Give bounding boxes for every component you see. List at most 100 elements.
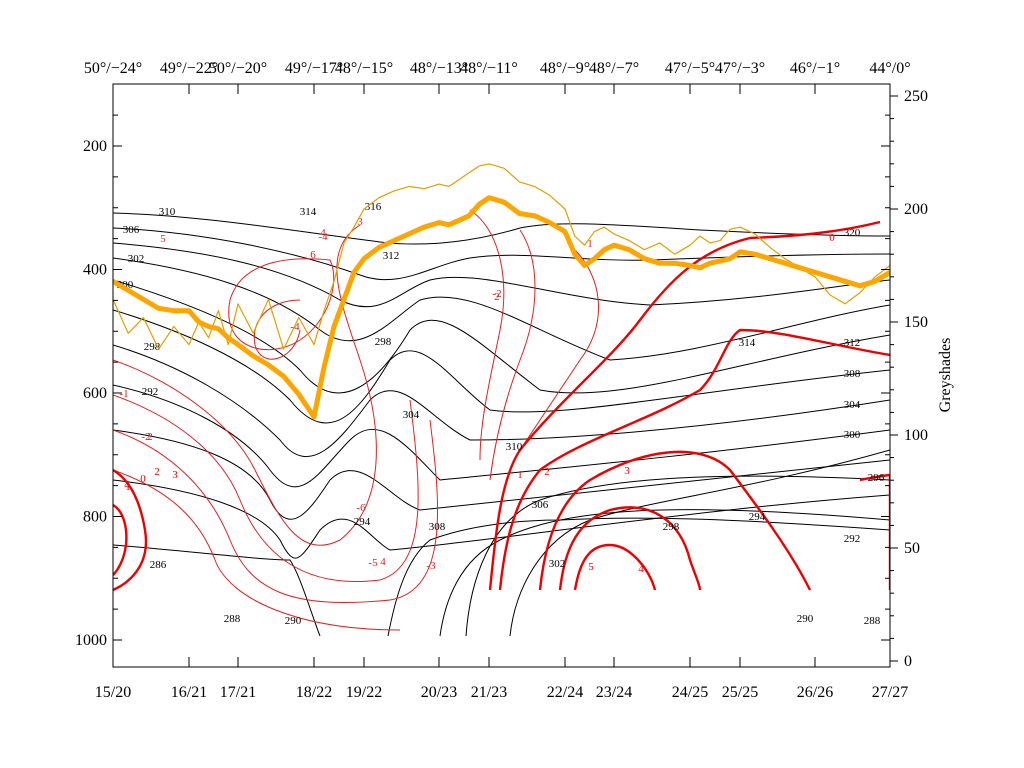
top-tick-label: 44°/0°	[869, 60, 910, 77]
theta-label: 310	[159, 206, 176, 218]
thin-red-contour	[469, 209, 505, 461]
thick-red-contour	[113, 503, 128, 576]
thin-red-contour	[519, 249, 599, 451]
bottom-tick-label: 19/22	[346, 684, 382, 701]
thick-red-label: 1	[125, 481, 131, 493]
left-tick-label: 600	[83, 385, 107, 402]
bottom-tick-label: 27/27	[872, 684, 908, 701]
theta-label: 316	[365, 201, 382, 213]
thin-red-contour	[489, 229, 536, 481]
theta-contour	[113, 242, 890, 308]
thin-red-label: 1	[587, 238, 593, 250]
bottom-tick-label: 20/23	[421, 684, 457, 701]
top-tick-label: 47°/−3°	[715, 60, 765, 77]
right-tick-label: 50	[904, 540, 920, 557]
thick-red-label: 2	[154, 466, 160, 478]
theta-label: 292	[844, 533, 861, 545]
thin-red-contour	[228, 258, 335, 351]
theta-label: 302	[549, 558, 566, 570]
theta-label: 298	[663, 521, 680, 533]
theta-label: 294	[354, 516, 371, 528]
theta-label: 306	[123, 224, 140, 236]
theta-label: 306	[532, 499, 549, 511]
right-axis-title: Greyshades	[937, 338, 954, 413]
thick-red-contour	[573, 543, 657, 591]
left-tick-label: 800	[83, 509, 107, 526]
thick-red-label: 4	[638, 563, 644, 575]
theta-contour	[439, 509, 890, 637]
thick-red-label: 3	[172, 469, 178, 481]
top-tick-label: 50°/−20°	[209, 60, 267, 77]
bottom-tick-label: 21/23	[471, 684, 507, 701]
theta-label: 296	[868, 472, 885, 484]
theta-contour	[465, 475, 890, 637]
thick-red-label: 1	[517, 469, 523, 481]
bottom-tick-label: 15/20	[95, 684, 131, 701]
theta-label: 308	[429, 521, 446, 533]
theta-label: 290	[797, 613, 814, 625]
theta-contour	[113, 344, 890, 458]
thin-red-contour	[113, 394, 419, 582]
bottom-tick-label: 16/21	[171, 684, 207, 701]
thick-red-label: 5	[588, 561, 594, 573]
top-tick-label: 48°/−13°	[410, 60, 468, 77]
thin-red-label: 4	[320, 227, 326, 239]
left-tick-label: 200	[83, 138, 107, 155]
theta-label: 304	[403, 409, 420, 421]
theta-contour	[113, 257, 890, 361]
theta-contour	[113, 309, 890, 424]
thin-red-label: -3	[426, 560, 436, 572]
theta-contour	[113, 384, 890, 488]
theta-label: 314	[739, 337, 756, 349]
bottom-tick-label: 17/21	[220, 684, 256, 701]
thick-red-label: 0	[140, 473, 146, 485]
series-layer	[113, 163, 890, 420]
top-tick-label: 50°/−24°	[84, 60, 142, 77]
top-tick-label: 49°/−22°	[160, 60, 218, 77]
top-tick-label: 48°/−11°	[460, 60, 518, 77]
thin-red-label: -5	[368, 557, 378, 569]
right-tick-label: 250	[904, 88, 928, 105]
thin-red-label: -1	[119, 388, 128, 400]
top-tick-label: 49°/−17°	[285, 60, 343, 77]
theta-label: 314	[300, 206, 317, 218]
thin-red-contour	[113, 419, 439, 603]
thin-red-label: 3	[357, 216, 363, 228]
theta-label: 286	[150, 559, 167, 571]
thick-red-label: 2	[544, 466, 550, 478]
bottom-tick-label: 22/24	[547, 684, 583, 701]
right-tick-label: 0	[904, 653, 912, 670]
thin-red-label: 2	[147, 431, 153, 443]
thick-red-contour	[498, 328, 890, 591]
thin-red-label: -4	[318, 231, 328, 243]
thin-red-contour	[113, 469, 401, 631]
bottom-tick-label: 26/26	[797, 684, 833, 701]
right-tick-label: 150	[904, 314, 928, 331]
bottom-tick-label: 23/24	[596, 684, 632, 701]
top-tick-label: 47°/−5°	[665, 60, 715, 77]
theta-label: 288	[864, 615, 881, 627]
plot-frame	[112, 83, 891, 668]
theta-label: 312	[383, 250, 400, 262]
theta-label: 308	[844, 368, 861, 380]
theta-contour	[387, 517, 890, 637]
theta-label: 288	[224, 613, 241, 625]
right-tick-label: 200	[904, 201, 928, 218]
theta-label: 310	[506, 441, 523, 453]
theta-contour	[113, 279, 890, 394]
left-tick-label: 1000	[75, 632, 107, 649]
thick-red-label: 3	[624, 465, 630, 477]
right-tick-label: 100	[904, 427, 928, 444]
bottom-tick-label: 25/25	[722, 684, 758, 701]
top-tick-label: 46°/−1°	[790, 60, 840, 77]
theta-label: 304	[844, 399, 861, 411]
thin-red-contour	[113, 224, 377, 546]
theta-label: 302	[128, 253, 145, 265]
theta-label: 320	[844, 227, 861, 239]
theta-contour	[113, 479, 890, 559]
thin-red-label: -2	[492, 288, 501, 300]
theta-contour	[113, 212, 890, 245]
left-tick-label: 400	[83, 262, 107, 279]
